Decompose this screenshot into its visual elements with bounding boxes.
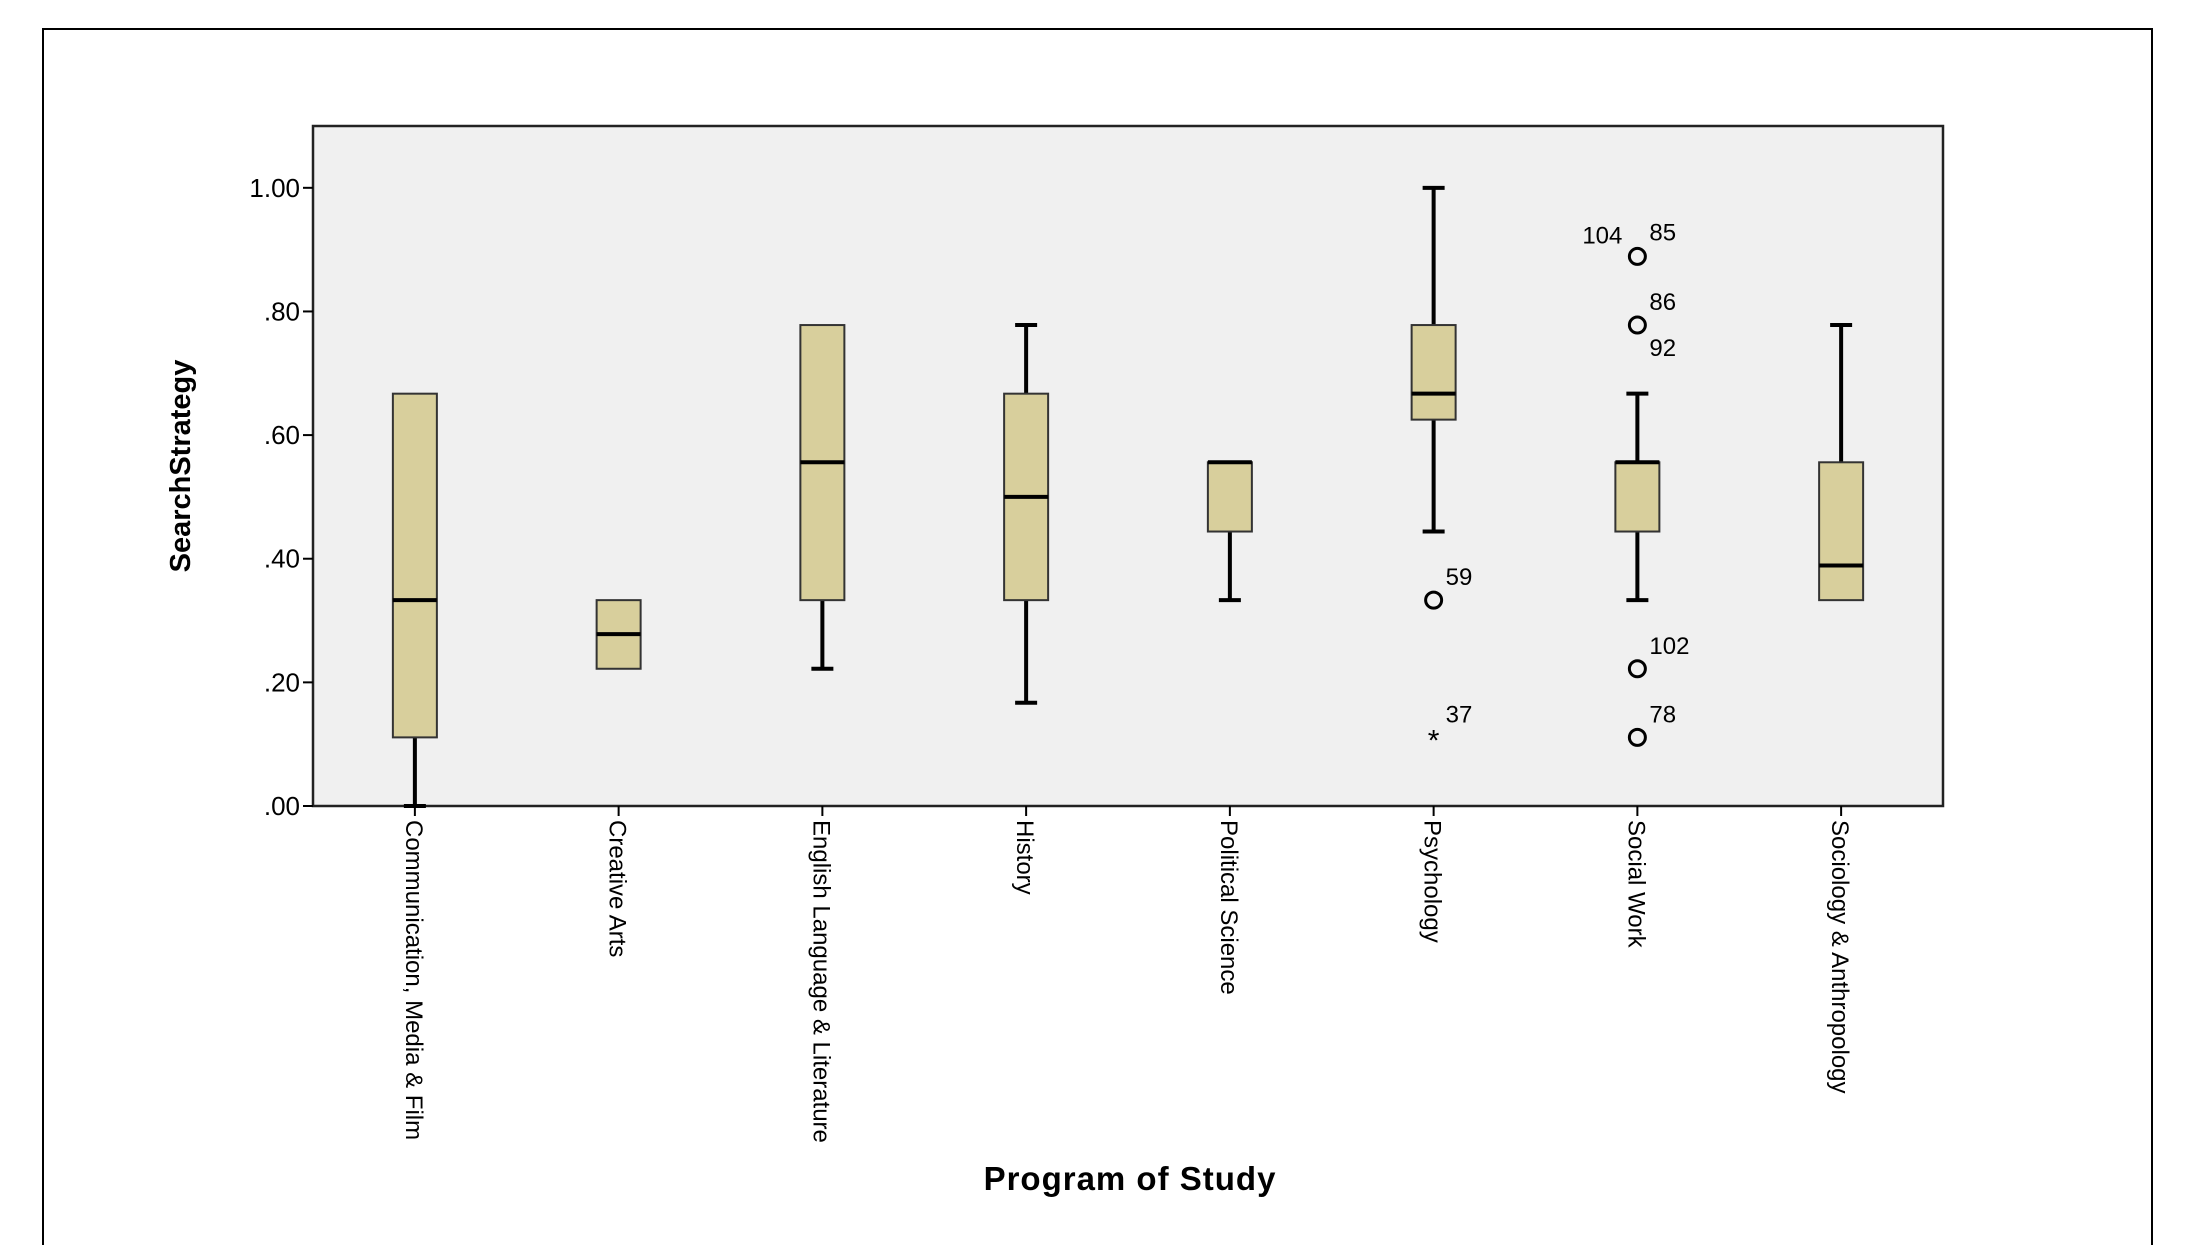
outlier-label: 102 <box>1649 633 1689 660</box>
x-tick-label: English Language & Literature <box>807 820 834 1143</box>
outlier-label: 37 <box>1446 701 1473 728</box>
x-axis-title: Program of Study <box>984 1160 1277 1197</box>
box-iqr <box>391 392 438 739</box>
x-tick-label: Sociology & Anthropology <box>1826 820 1853 1094</box>
x-tick-label: Communication, Media & Film <box>400 820 427 1140</box>
box-series <box>391 185 1865 808</box>
box-iqr <box>1614 461 1661 533</box>
plot-area <box>311 124 1945 808</box>
box-7 <box>1614 391 1661 603</box>
x-tick-label: Political Science <box>1215 820 1242 995</box>
y-tick-label: .40 <box>264 544 300 574</box>
y-tick-label: 1.00 <box>249 173 300 203</box>
x-tick-label: Psychology <box>1419 820 1446 943</box>
y-axis-title: SearchStrategy <box>165 360 197 573</box>
box-2 <box>595 599 642 670</box>
outlier-label: 78 <box>1649 701 1676 728</box>
x-axis: Communication, Media & Film Creative Arts… <box>400 806 1853 1143</box>
box-iqr <box>1818 461 1865 602</box>
y-tick-label: .20 <box>264 667 300 697</box>
box-4 <box>1003 323 1050 705</box>
x-tick-label: Creative Arts <box>604 820 631 957</box>
outlier-label: 92 <box>1649 335 1676 362</box>
outlier-marker <box>1424 590 1444 610</box>
outlier-label: 86 <box>1649 289 1676 316</box>
box-3 <box>799 324 846 671</box>
outlier-marker <box>1627 727 1647 747</box>
y-tick-label: .00 <box>264 791 300 821</box>
outlier-marker <box>1627 315 1647 335</box>
x-tick-label: Social Work <box>1622 820 1649 949</box>
box-6 <box>1410 185 1457 534</box>
box-1 <box>391 392 438 808</box>
y-tick-label: .60 <box>264 420 300 450</box>
box-iqr <box>1206 461 1253 533</box>
box-iqr <box>1410 324 1457 421</box>
outlier-label: 85 <box>1649 219 1676 246</box>
box-8 <box>1818 323 1865 602</box>
y-tick-label: .80 <box>264 296 300 326</box>
outlier-marker <box>1627 246 1647 266</box>
x-tick-label: History <box>1011 820 1038 895</box>
outlier-label: 104 <box>1582 222 1622 249</box>
outlier-marker <box>1627 659 1647 679</box>
outlier-label: 59 <box>1446 564 1473 591</box>
box-5 <box>1206 460 1253 603</box>
extreme-marker: * <box>1428 724 1440 757</box>
outlier-markers: 59 *37 104 85 86 92 102 78 <box>1424 219 1689 757</box>
y-axis: .00 .20 .40 .60 .80 1.00 <box>249 173 313 821</box>
